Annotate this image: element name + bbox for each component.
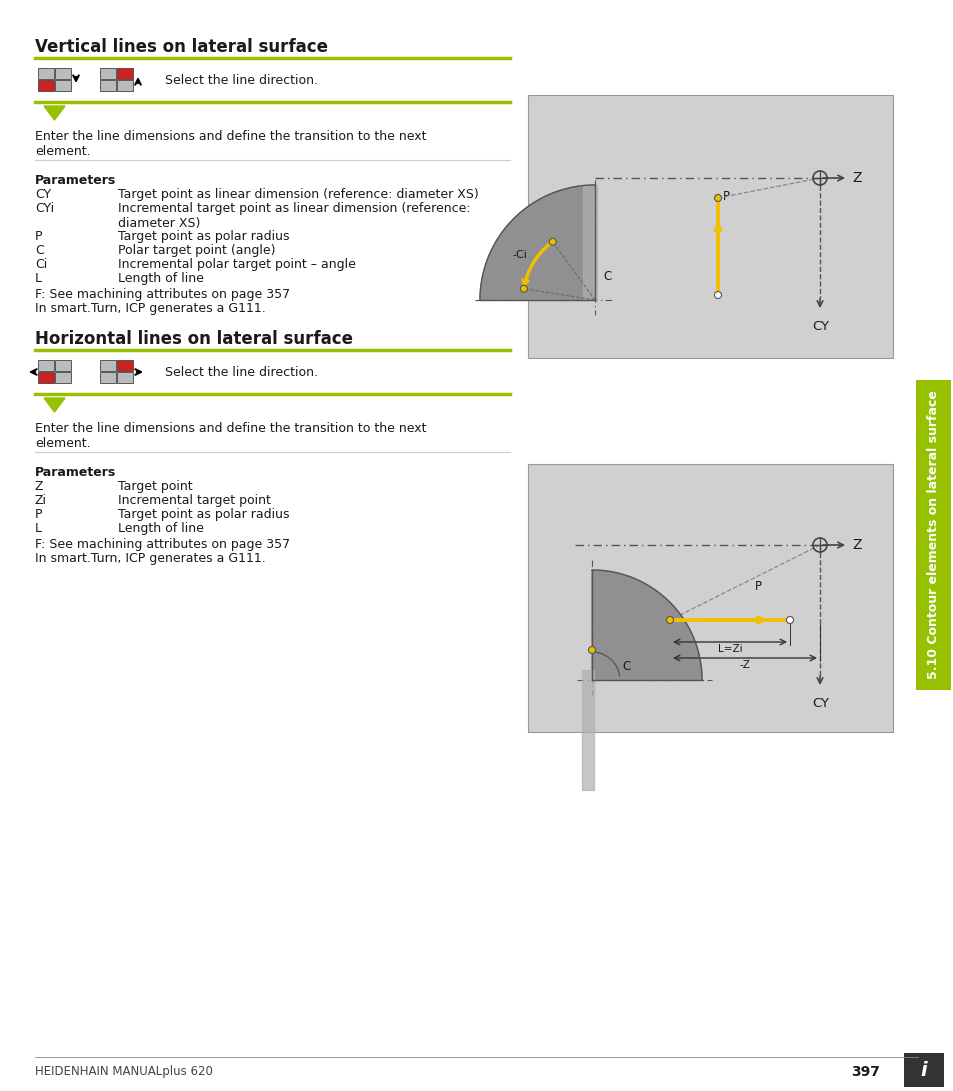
Text: Target point: Target point — [118, 480, 193, 493]
Text: CY: CY — [811, 320, 828, 333]
Bar — [100, 372, 116, 383]
Text: -Ci: -Ci — [512, 250, 526, 260]
Circle shape — [588, 647, 595, 654]
Circle shape — [666, 616, 673, 623]
Bar — [527, 95, 892, 358]
Text: F: See machining attributes on page 357: F: See machining attributes on page 357 — [35, 288, 290, 301]
Text: Length of line: Length of line — [118, 272, 204, 285]
Text: Parameters: Parameters — [35, 173, 116, 187]
Bar — [38, 80, 54, 91]
Text: Vertical lines on lateral surface: Vertical lines on lateral surface — [35, 38, 328, 56]
Text: Z: Z — [851, 538, 861, 552]
Polygon shape — [592, 570, 701, 680]
Text: In smart.Turn, ICP generates a G111.: In smart.Turn, ICP generates a G111. — [35, 552, 266, 565]
Text: C: C — [35, 244, 44, 257]
Bar — [55, 68, 71, 79]
Bar — [100, 68, 116, 79]
Text: P: P — [35, 508, 43, 521]
Polygon shape — [44, 106, 65, 120]
Bar — [38, 372, 54, 383]
Text: CY: CY — [35, 188, 51, 201]
Text: Parameters: Parameters — [35, 466, 116, 479]
Text: Incremental target point as linear dimension (reference:
diameter XS): Incremental target point as linear dimen… — [118, 202, 470, 230]
Text: Length of line: Length of line — [118, 521, 204, 535]
Bar — [38, 68, 54, 79]
Bar — [117, 372, 132, 383]
Circle shape — [549, 238, 556, 245]
Text: Z: Z — [851, 171, 861, 185]
Text: 397: 397 — [850, 1065, 879, 1079]
Bar — [100, 360, 116, 371]
Text: -Z: -Z — [739, 660, 750, 670]
Text: Target point as polar radius: Target point as polar radius — [118, 508, 289, 521]
Bar — [117, 68, 132, 79]
Text: Z: Z — [35, 480, 44, 493]
Text: L: L — [35, 521, 42, 535]
Circle shape — [519, 285, 527, 292]
Text: Incremental polar target point – angle: Incremental polar target point – angle — [118, 257, 355, 271]
Bar — [100, 80, 116, 91]
Text: Target point as polar radius: Target point as polar radius — [118, 230, 289, 243]
Bar — [55, 360, 71, 371]
Bar — [915, 380, 950, 690]
Text: HEIDENHAIN MANUALplus 620: HEIDENHAIN MANUALplus 620 — [35, 1065, 213, 1078]
Text: Zi: Zi — [35, 494, 47, 507]
Text: L: L — [35, 272, 42, 285]
Text: 5.10 Contour elements on lateral surface: 5.10 Contour elements on lateral surface — [926, 391, 939, 680]
Text: P: P — [35, 230, 43, 243]
Bar — [55, 372, 71, 383]
Bar — [55, 80, 71, 91]
Bar — [117, 360, 132, 371]
Text: Enter the line dimensions and define the transition to the next
element.: Enter the line dimensions and define the… — [35, 130, 426, 158]
Polygon shape — [479, 185, 595, 300]
Bar — [117, 80, 132, 91]
Text: Incremental target point: Incremental target point — [118, 494, 271, 507]
Text: Target point as linear dimension (reference: diameter XS): Target point as linear dimension (refere… — [118, 188, 478, 201]
Text: F: See machining attributes on page 357: F: See machining attributes on page 357 — [35, 538, 290, 551]
Text: CYi: CYi — [35, 202, 54, 215]
Text: Enter the line dimensions and define the transition to the next
element.: Enter the line dimensions and define the… — [35, 422, 426, 449]
Circle shape — [714, 194, 720, 202]
Text: Polar target point (angle): Polar target point (angle) — [118, 244, 275, 257]
Circle shape — [714, 291, 720, 299]
Text: In smart.Turn, ICP generates a G111.: In smart.Turn, ICP generates a G111. — [35, 302, 266, 315]
Text: Horizontal lines on lateral surface: Horizontal lines on lateral surface — [35, 329, 353, 348]
Text: C: C — [602, 269, 611, 283]
Bar — [38, 360, 54, 371]
Text: P: P — [722, 190, 729, 203]
Text: CY: CY — [811, 697, 828, 710]
Text: Ci: Ci — [35, 257, 48, 271]
Text: Select the line direction.: Select the line direction. — [165, 365, 317, 379]
Polygon shape — [44, 398, 65, 412]
Circle shape — [785, 616, 793, 623]
Text: P: P — [754, 580, 761, 594]
Text: L=Zi: L=Zi — [717, 644, 741, 654]
Bar — [527, 464, 892, 732]
Bar — [903, 1053, 943, 1087]
Text: C: C — [621, 660, 630, 673]
Text: Select the line direction.: Select the line direction. — [165, 74, 317, 87]
Text: i: i — [920, 1060, 926, 1079]
